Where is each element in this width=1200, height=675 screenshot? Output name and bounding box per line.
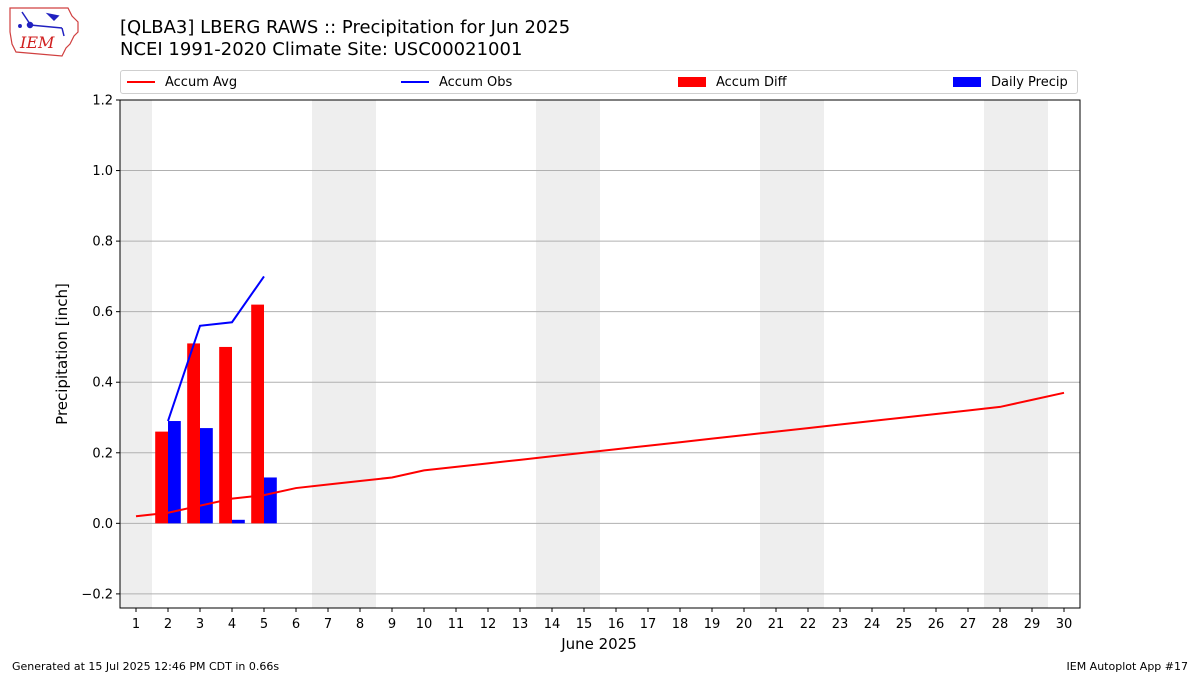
x-tick-label: 26 (928, 617, 945, 632)
x-tick-label: 19 (704, 617, 721, 632)
x-tick-label: 17 (640, 617, 657, 632)
x-tick-label: 3 (196, 617, 204, 632)
y-tick-label: 1.2 (92, 94, 113, 109)
x-tick-label: 20 (736, 617, 753, 632)
x-tick-label: 25 (896, 617, 913, 632)
legend-swatch-accum-avg (127, 81, 155, 83)
legend-item-accum-obs: Accum Obs (401, 71, 512, 93)
bar-accum-diff-day-5 (251, 304, 264, 524)
x-tick-label: 9 (388, 617, 396, 632)
legend-item-accum-diff: Accum Diff (678, 71, 787, 93)
x-tick-label: 11 (448, 617, 465, 632)
x-tick-label: 30 (1056, 617, 1073, 632)
x-tick-label: 15 (576, 617, 593, 632)
y-tick-label: 0.6 (92, 305, 113, 320)
x-tick-label: 8 (356, 617, 364, 632)
chart-legend: Accum Avg Accum Obs Accum Diff Daily Pre… (120, 70, 1078, 94)
x-tick-label: 1 (132, 617, 140, 632)
plot-frame (119, 99, 1081, 609)
line-accum-avg (135, 391, 1065, 518)
x-tick-label: 14 (544, 617, 561, 632)
bar-daily-precip-day-3 (200, 428, 213, 524)
x-tick-label: 29 (1024, 617, 1041, 632)
legend-item-accum-avg: Accum Avg (127, 71, 237, 93)
x-tick-label: 22 (800, 617, 817, 632)
bar-accum-diff-day-4 (219, 346, 232, 524)
x-tick-label: 27 (960, 617, 977, 632)
x-tick-label: 10 (416, 617, 433, 632)
y-tick-label: 0.8 (92, 235, 113, 250)
legend-item-daily-precip: Daily Precip (953, 71, 1068, 93)
x-tick-label: 2 (164, 617, 172, 632)
x-tick-label: 7 (324, 617, 332, 632)
y-axis-label: Precipitation [inch] (53, 283, 71, 425)
legend-label-accum-obs: Accum Obs (439, 74, 513, 90)
logo-text: IEM (19, 33, 55, 52)
legend-swatch-accum-diff (678, 77, 706, 87)
x-tick-label: 16 (608, 617, 625, 632)
bar-accum-diff-day-2 (155, 431, 168, 524)
x-tick-label: 6 (292, 617, 300, 632)
weekend-shade-3 (760, 100, 824, 608)
weekend-shade-0 (120, 100, 152, 608)
y-tick-label: 0.0 (92, 517, 113, 532)
footer-generated-text: Generated at 15 Jul 2025 12:46 PM CDT in… (12, 660, 280, 673)
weekend-shade-4 (984, 100, 1048, 608)
legend-swatch-daily-precip (953, 77, 981, 87)
weekend-shade-1 (312, 100, 376, 608)
x-tick-label: 28 (992, 617, 1009, 632)
legend-label-accum-avg: Accum Avg (165, 74, 238, 90)
x-tick-label: 12 (480, 617, 497, 632)
y-axis-ticks: −0.2 0.0 0.2 0.4 0.6 0.8 1.0 1.2 (81, 94, 120, 602)
bar-daily-precip-day-5 (264, 477, 277, 524)
y-tick-label: 0.2 (92, 446, 113, 461)
y-tick-label: 0.4 (92, 376, 113, 391)
y-tick-label: 1.0 (92, 164, 113, 179)
x-tick-label: 13 (512, 617, 529, 632)
line-series (135, 275, 1065, 518)
bar-daily-precip-day-2 (168, 421, 181, 524)
chart-title: [QLBA3] LBERG RAWS :: Precipitation for … (120, 17, 571, 38)
chart-subtitle: NCEI 1991-2020 Climate Site: USC00021001 (120, 39, 523, 60)
x-axis-label: June 2025 (560, 635, 637, 653)
x-tick-label: 21 (768, 617, 785, 632)
legend-swatch-accum-obs (401, 81, 429, 83)
x-tick-label: 24 (864, 617, 881, 632)
x-tick-label: 18 (672, 617, 689, 632)
bar-accum-diff-day-3 (187, 343, 200, 524)
legend-label-daily-precip: Daily Precip (991, 74, 1068, 90)
weather-station-icon (18, 11, 65, 37)
x-tick-label: 4 (228, 617, 236, 632)
legend-label-accum-diff: Accum Diff (716, 74, 787, 90)
y-tick-label: −0.2 (81, 587, 113, 602)
footer-app-text: IEM Autoplot App #17 (1066, 660, 1189, 673)
bar-daily-precip-day-4 (232, 519, 245, 524)
weekend-shade-2 (536, 100, 600, 608)
x-tick-label: 23 (832, 617, 849, 632)
line-accum-obs (167, 275, 265, 422)
x-tick-label: 5 (260, 617, 268, 632)
x-axis-ticks: 1 2 3 4 5 6 7 8 9 10 11 12 13 14 15 16 17 18 19 20 21 22 23 24 2… (132, 608, 1072, 632)
bar-series (155, 304, 277, 524)
iem-logo: IEM (9, 7, 79, 57)
